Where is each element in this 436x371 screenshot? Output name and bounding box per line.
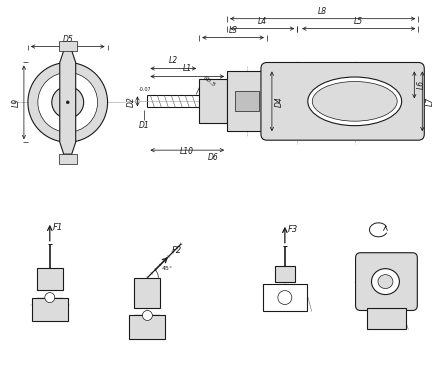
Text: L2: L2 (169, 56, 178, 66)
Text: L9: L9 (12, 98, 21, 107)
Ellipse shape (308, 77, 402, 126)
Text: L5: L5 (354, 17, 363, 26)
Bar (59, 40, 77, 50)
Bar (263, 283, 307, 312)
Circle shape (45, 293, 55, 302)
Circle shape (278, 290, 292, 305)
Text: L3: L3 (228, 26, 238, 35)
Text: -0.07: -0.07 (139, 88, 151, 92)
Circle shape (28, 62, 108, 142)
Text: L1: L1 (183, 65, 192, 73)
Text: F2: F2 (172, 246, 182, 255)
Bar (367, 308, 406, 329)
FancyBboxPatch shape (261, 62, 424, 140)
Text: L6: L6 (416, 81, 426, 89)
Circle shape (66, 101, 69, 104)
Ellipse shape (312, 82, 397, 121)
Text: D6: D6 (208, 153, 218, 162)
Bar (129, 315, 165, 339)
Text: D4: D4 (275, 96, 284, 107)
Ellipse shape (378, 275, 393, 289)
Circle shape (143, 311, 153, 321)
Bar (134, 278, 160, 308)
Bar (235, 91, 259, 111)
Text: D5: D5 (62, 35, 73, 43)
Bar (59, 154, 77, 164)
FancyBboxPatch shape (356, 253, 417, 311)
Text: L8: L8 (318, 7, 327, 16)
Bar (37, 267, 63, 290)
Circle shape (38, 72, 98, 132)
Text: D2: D2 (126, 96, 136, 107)
Bar (32, 298, 68, 321)
Bar (199, 79, 227, 123)
Bar (227, 72, 267, 131)
Text: L10: L10 (180, 147, 194, 156)
Text: D1: D1 (139, 121, 150, 130)
Circle shape (52, 86, 84, 118)
Text: L4: L4 (258, 17, 267, 26)
Bar (275, 266, 295, 282)
Text: 45°: 45° (161, 266, 172, 271)
Text: F3: F3 (288, 225, 298, 234)
Polygon shape (60, 50, 76, 154)
Text: R0.5: R0.5 (202, 75, 216, 88)
Text: F1: F1 (53, 223, 63, 232)
Ellipse shape (371, 269, 399, 295)
Text: L7: L7 (426, 97, 435, 106)
